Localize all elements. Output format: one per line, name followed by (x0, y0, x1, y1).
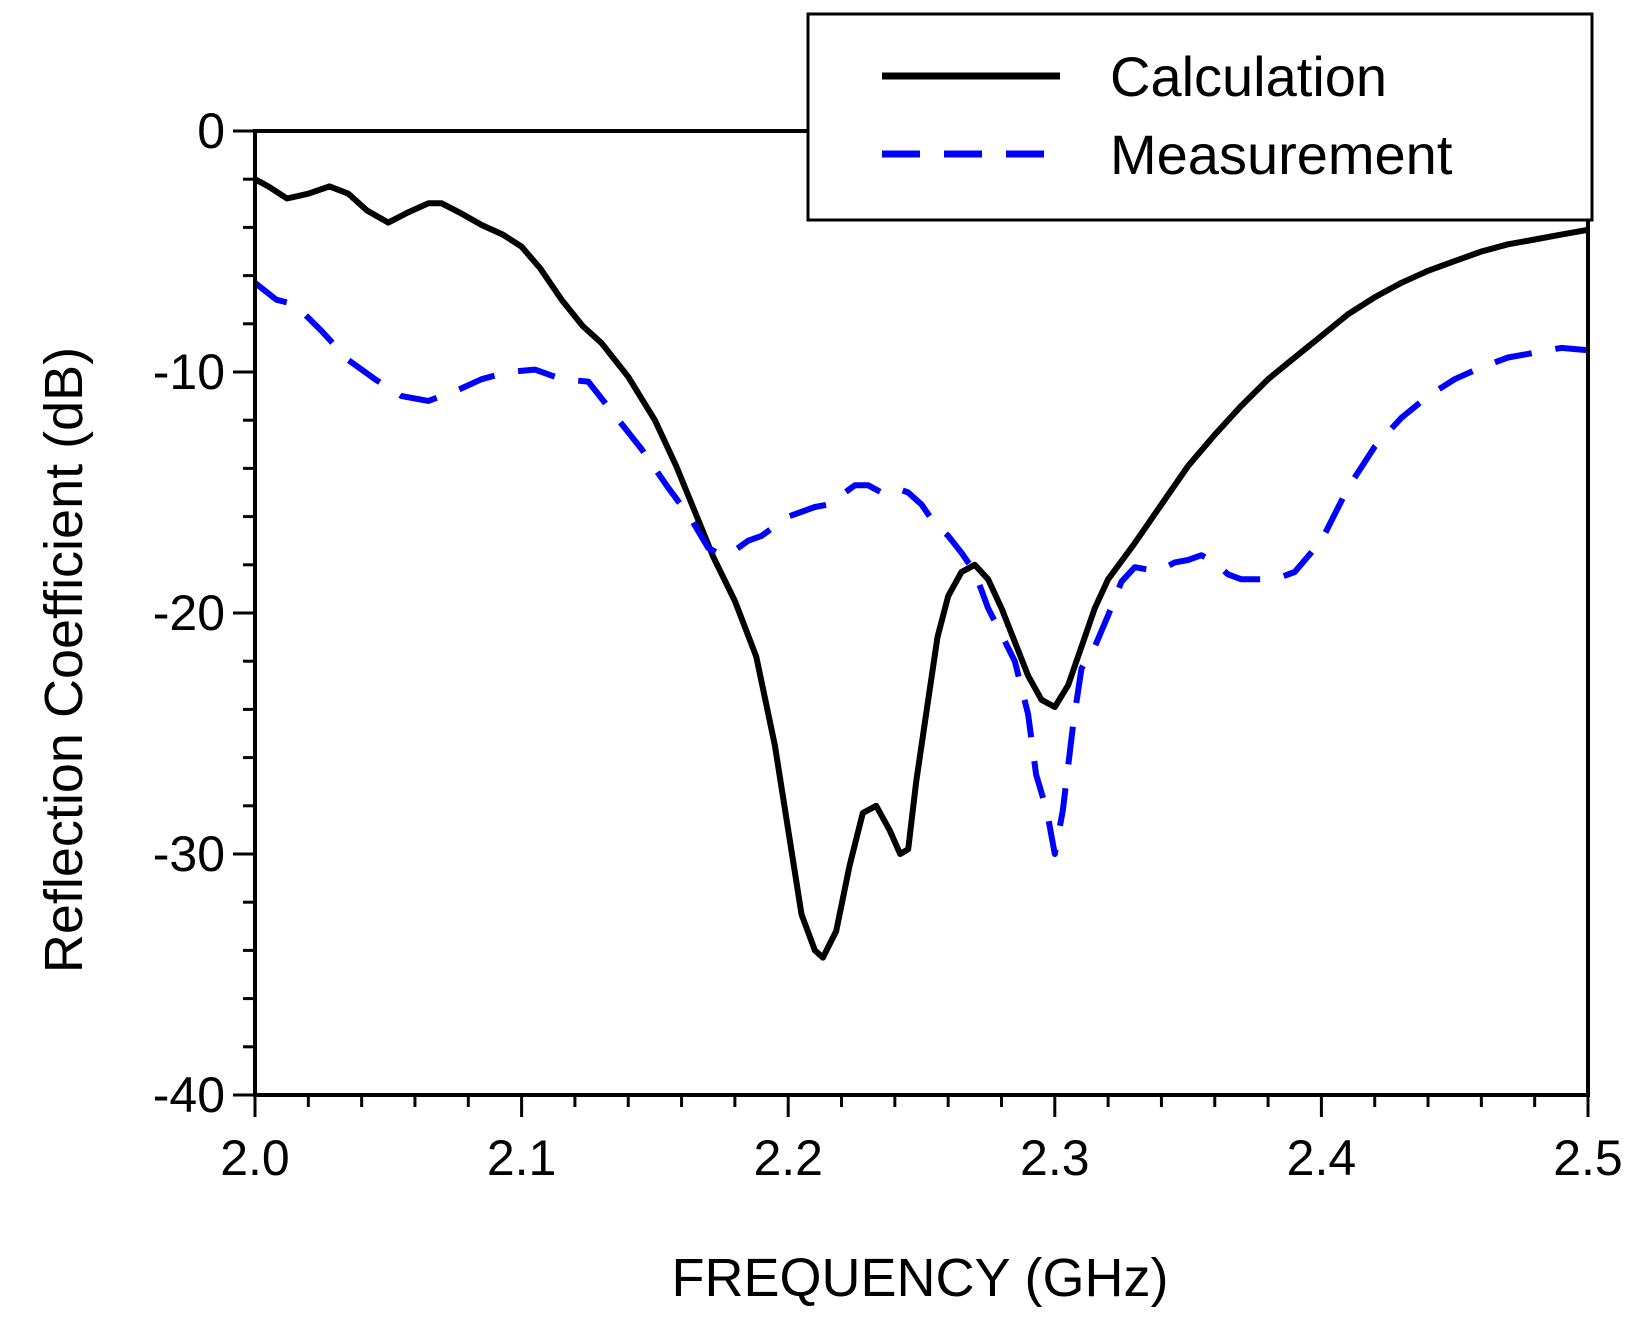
legend-label-measurement: Measurement (1110, 123, 1453, 186)
x-tick-label: 2.0 (220, 1130, 290, 1186)
legend: Calculation Measurement (806, 12, 1594, 222)
series-line-calculation (253, 176, 1589, 961)
y-tick-label: -20 (153, 585, 225, 641)
y-tick-label: -30 (153, 826, 225, 882)
legend-label-calculation: Calculation (1110, 45, 1387, 108)
series-layer (253, 176, 1589, 961)
x-tick-label: 2.2 (753, 1130, 823, 1186)
plot-frame (253, 129, 1590, 1097)
x-tick-label: 2.5 (1553, 1130, 1623, 1186)
x-axis-title: FREQUENCY (GHz) (671, 1248, 1168, 1308)
y-axis-title: Reflection Coefficient (dB) (34, 347, 94, 973)
series-line-measurement (253, 280, 1589, 857)
x-tick-label: 2.1 (487, 1130, 557, 1186)
axis-ticks-layer (233, 129, 1590, 1117)
x-tick-label: 2.4 (1287, 1130, 1357, 1186)
y-tick-label: -40 (153, 1067, 225, 1123)
legend-box (806, 12, 1594, 222)
x-tick-label: 2.3 (1020, 1130, 1090, 1186)
tick-labels-layer: 2.0 2.1 2.2 2.3 2.4 2.5 0 -10 -20 -30 -40 (153, 103, 1623, 1186)
y-tick-label: 0 (197, 103, 225, 159)
y-tick-label: -10 (153, 344, 225, 400)
